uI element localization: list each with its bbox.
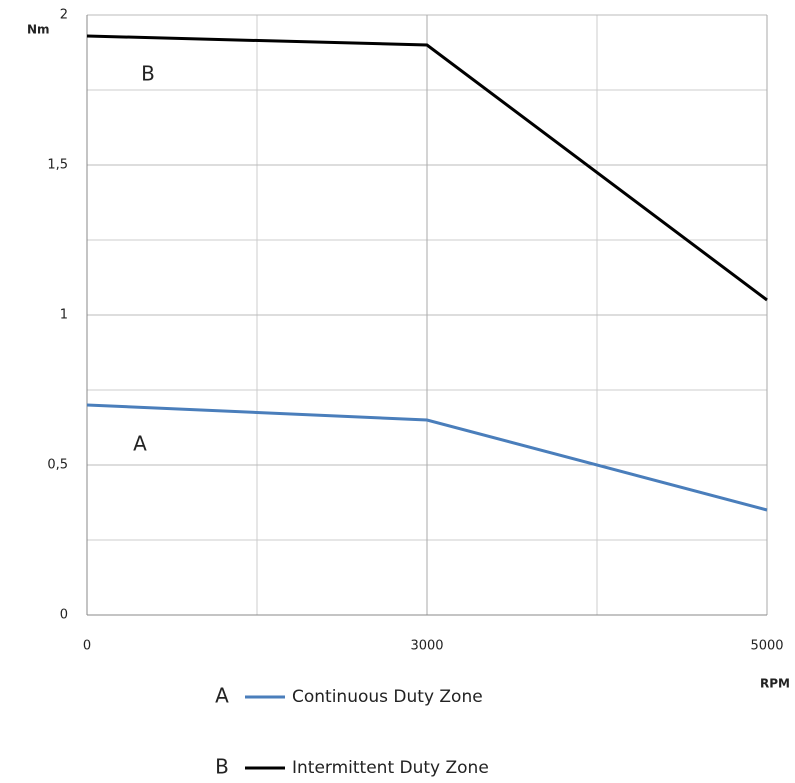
legend-label: Continuous Duty Zone: [292, 687, 483, 707]
legend-letter: A: [215, 684, 229, 708]
x-tick-label: 3000: [410, 639, 443, 654]
y-tick-label: 0,5: [47, 458, 68, 473]
y-tick-label: 2: [60, 8, 68, 23]
y-tick-label: 0: [60, 608, 68, 623]
legend-letter: B: [215, 755, 229, 779]
x-tick-label: 0: [83, 639, 91, 654]
y-tick-label: 1,5: [47, 158, 68, 173]
series-line: [86, 403, 768, 512]
series-line: [86, 34, 768, 302]
series-annotation: B: [141, 62, 155, 86]
series-annotation: A: [133, 432, 147, 456]
legend-label: Intermittent Duty Zone: [292, 758, 489, 778]
y-tick-label: 1: [60, 308, 68, 323]
x-axis-label: RPM: [760, 677, 790, 691]
x-tick-label: 5000: [750, 639, 783, 654]
y-axis-label: Nm: [27, 23, 50, 37]
